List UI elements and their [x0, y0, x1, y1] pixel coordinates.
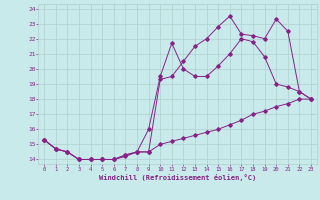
- X-axis label: Windchill (Refroidissement éolien,°C): Windchill (Refroidissement éolien,°C): [99, 174, 256, 181]
